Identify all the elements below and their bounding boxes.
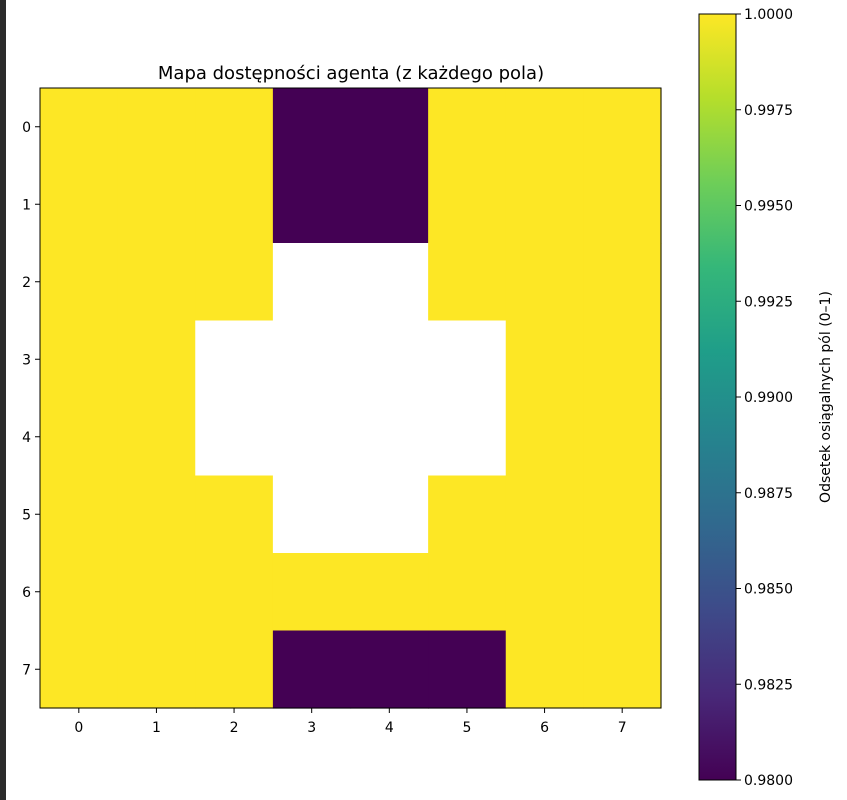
y-tick-label: 2 bbox=[22, 275, 31, 291]
colorbar-tick-label: 0.9800 bbox=[744, 773, 793, 789]
heatmap-cell-r2-c4 bbox=[350, 243, 429, 322]
colorbar-tick-label: 0.9900 bbox=[744, 390, 793, 406]
heatmap-cell-r7-c7 bbox=[583, 630, 662, 709]
y-tick-label: 5 bbox=[22, 507, 31, 523]
heatmap-cell-r0-c1 bbox=[117, 88, 196, 167]
colorbar-tick-label: 0.9825 bbox=[744, 677, 793, 693]
heatmap-cell-r3-c1 bbox=[117, 320, 196, 399]
colorbar-tick-label: 0.9850 bbox=[744, 582, 793, 598]
heatmap-cell-r0-c2 bbox=[195, 88, 274, 167]
heatmap-cell-r5-c5 bbox=[428, 475, 507, 554]
heatmap-cell-r2-c5 bbox=[428, 243, 507, 322]
heatmap-cell-r1-c7 bbox=[583, 165, 662, 244]
x-tick-label: 5 bbox=[462, 720, 471, 736]
x-tick-label: 3 bbox=[307, 720, 316, 736]
x-tick-label: 6 bbox=[540, 720, 549, 736]
heatmap-cell-r0-c4 bbox=[350, 88, 429, 167]
heatmap-cell-r3-c5 bbox=[428, 320, 507, 399]
heatmap-cell-r5-c2 bbox=[195, 475, 274, 554]
heatmap-cell-r5-c0 bbox=[40, 475, 119, 554]
colorbar-tick-label: 0.9925 bbox=[744, 294, 793, 310]
heatmap-cell-r3-c7 bbox=[583, 320, 662, 399]
heatmap-cell-r2-c3 bbox=[272, 243, 352, 322]
heatmap-cell-r7-c3 bbox=[272, 630, 352, 709]
heatmap-cell-r6-c5 bbox=[428, 553, 507, 632]
chart-title: Mapa dostępności agenta (z każdego pola) bbox=[158, 63, 544, 84]
colorbar-tick-label: 1.0000 bbox=[744, 7, 793, 23]
colorbar-label: Odsetek osiągalnych pól (0–1) bbox=[818, 291, 834, 503]
heatmap-cell-r6-c0 bbox=[40, 553, 119, 632]
heatmap-cell-r5-c1 bbox=[117, 475, 196, 554]
heatmap-cell-r6-c2 bbox=[195, 553, 274, 632]
y-axis: 0 1 2 3 4 5 6 7 bbox=[22, 120, 40, 678]
x-tick-label: 2 bbox=[230, 720, 239, 736]
heatmap-cell-r0-c7 bbox=[583, 88, 662, 167]
heatmap-cell-r4-c6 bbox=[505, 398, 584, 477]
heatmap-cell-r1-c4 bbox=[350, 165, 429, 244]
heatmap-cell-r1-c0 bbox=[40, 165, 119, 244]
heatmap-cell-r1-c6 bbox=[505, 165, 584, 244]
heatmap-cell-r2-c0 bbox=[40, 243, 119, 322]
heatmap-cell-r4-c5 bbox=[428, 398, 507, 477]
colorbar-tick-label: 0.9875 bbox=[744, 486, 793, 502]
heatmap-cells bbox=[40, 88, 662, 709]
heatmap-cell-r1-c2 bbox=[195, 165, 274, 244]
heatmap-cell-r2-c2 bbox=[195, 243, 274, 322]
heatmap-cell-r0-c5 bbox=[428, 88, 507, 167]
heatmap-cell-r6-c7 bbox=[583, 553, 662, 632]
heatmap-cell-r6-c4 bbox=[350, 553, 429, 632]
heatmap-cell-r3-c0 bbox=[40, 320, 119, 399]
heatmap-cell-r5-c6 bbox=[505, 475, 584, 554]
heatmap-cell-r5-c3 bbox=[272, 475, 352, 554]
colorbar-gradient bbox=[698, 13, 737, 781]
heatmap-cell-r6-c3 bbox=[272, 553, 352, 632]
x-tick-label: 4 bbox=[385, 720, 394, 736]
heatmap-cell-r7-c4 bbox=[350, 630, 429, 709]
heatmap-cell-r0-c3 bbox=[272, 88, 352, 167]
heatmap-cell-r4-c7 bbox=[583, 398, 662, 477]
heatmap-cell-r4-c0 bbox=[40, 398, 119, 477]
heatmap-cell-r6-c6 bbox=[505, 553, 584, 632]
y-tick-label: 7 bbox=[22, 662, 31, 678]
heatmap-cell-r3-c4 bbox=[350, 320, 429, 399]
y-tick-label: 4 bbox=[22, 430, 31, 446]
heatmap-cell-r7-c1 bbox=[117, 630, 196, 709]
heatmap-cell-r3-c6 bbox=[505, 320, 584, 399]
y-tick-label: 6 bbox=[22, 585, 31, 601]
colorbar-tick-label: 0.9975 bbox=[744, 103, 793, 119]
heatmap-cell-r5-c7 bbox=[583, 475, 662, 554]
colorbar-tick-label: 0.9950 bbox=[744, 199, 793, 215]
x-tick-label: 1 bbox=[152, 720, 161, 736]
heatmap-cell-r4-c3 bbox=[272, 398, 352, 477]
heatmap-cell-r3-c2 bbox=[195, 320, 274, 399]
heatmap-cell-r1-c5 bbox=[428, 165, 507, 244]
heatmap-cell-r7-c2 bbox=[195, 630, 274, 709]
heatmap-cell-r1-c1 bbox=[117, 165, 196, 244]
heatmap-cell-r3-c3 bbox=[272, 320, 352, 399]
heatmap-cell-r4-c2 bbox=[195, 398, 274, 477]
plot-frame bbox=[39, 87, 662, 709]
heatmap-cell-r4-c4 bbox=[350, 398, 429, 477]
heatmap-cell-r4-c1 bbox=[117, 398, 196, 477]
heatmap-cell-r2-c7 bbox=[583, 243, 662, 322]
heatmap-cell-r6-c1 bbox=[117, 553, 196, 632]
y-tick-label: 0 bbox=[22, 120, 31, 136]
x-axis: 0 1 2 3 4 5 6 7 bbox=[74, 708, 627, 736]
window-edge bbox=[0, 0, 6, 800]
x-tick-label: 0 bbox=[74, 720, 83, 736]
y-tick-label: 1 bbox=[22, 197, 31, 213]
colorbar-axis: 1.0000 0.9975 0.9950 0.9925 0.9900 0.9875 0.98… bbox=[736, 7, 793, 789]
heatmap-cell-r7-c5 bbox=[428, 630, 507, 709]
heatmap-cell-r2-c6 bbox=[505, 243, 584, 322]
heatmap-cell-r0-c6 bbox=[505, 88, 584, 167]
heatmap-cell-r1-c3 bbox=[272, 165, 352, 244]
heatmap-cell-r5-c4 bbox=[350, 475, 429, 554]
heatmap-cell-r7-c0 bbox=[40, 630, 119, 709]
heatmap-cell-r0-c0 bbox=[40, 88, 119, 167]
heatmap-cell-r7-c6 bbox=[505, 630, 584, 709]
x-tick-label: 7 bbox=[618, 720, 627, 736]
heatmap-cell-r2-c1 bbox=[117, 243, 196, 322]
y-tick-label: 3 bbox=[22, 352, 31, 368]
